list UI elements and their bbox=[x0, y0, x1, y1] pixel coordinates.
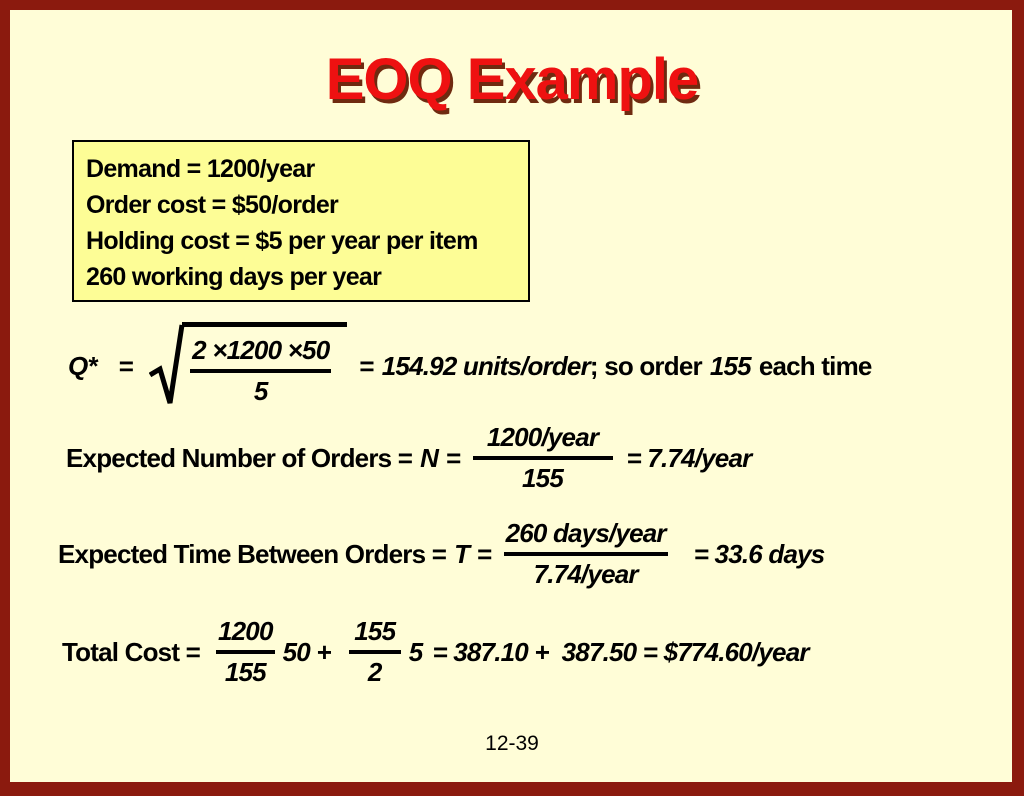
fraction-bar bbox=[190, 369, 332, 373]
sqrt-fraction-denominator: 5 bbox=[253, 376, 268, 406]
slide-title: EOQ Example bbox=[325, 47, 700, 112]
eoq-mid-text: ; so order bbox=[589, 350, 703, 381]
frac2-numerator: 155 bbox=[354, 616, 396, 646]
time-label: Expected Time Between Orders = bbox=[58, 538, 447, 569]
orders-fraction-denominator: 155 bbox=[522, 463, 564, 493]
total-cost-row: Total Cost = 1200 155 50 + 155 2 5 = 387… bbox=[62, 610, 809, 694]
orders-fraction: 1200/year 155 bbox=[472, 422, 613, 494]
eoq-formula-row: Q* = 2 ×1200 ×50 5 = 154.92 units/order … bbox=[68, 320, 872, 412]
order-cost-line: Order cost = $50/order bbox=[86, 191, 339, 219]
frac1-denominator: 155 bbox=[224, 657, 267, 687]
total-cost-fraction-2: 155 2 bbox=[348, 616, 401, 688]
fraction-bar bbox=[215, 650, 275, 654]
equals-sign: = bbox=[118, 350, 134, 381]
sqrt-expression: 2 ×1200 ×50 5 bbox=[149, 322, 348, 410]
orders-label: Expected Number of Orders = bbox=[66, 442, 413, 473]
working-days-line: 260 working days per year bbox=[86, 263, 382, 291]
radical-sign bbox=[149, 324, 185, 404]
sqrt-fraction-numerator: 2 ×1200 ×50 bbox=[192, 335, 330, 365]
page-number: 12-39 bbox=[485, 732, 539, 755]
fraction-bar bbox=[503, 552, 668, 556]
frac1-numerator: 1200 bbox=[217, 616, 273, 646]
demand-line: Demand = 1200/year bbox=[86, 155, 315, 183]
holding-cost-line: Holding cost = $5 per year per item bbox=[86, 227, 478, 255]
time-result: = 33.6 days bbox=[693, 538, 826, 569]
time-fraction-numerator: 260 days/year bbox=[505, 518, 667, 548]
problem-data-box: Demand = 1200/year Order cost = $50/orde… bbox=[72, 140, 530, 302]
t-symbol: T bbox=[454, 538, 470, 569]
orders-result: = 7.74/year bbox=[626, 442, 753, 473]
orders-formula-row: Expected Number of Orders = N = 1200/yea… bbox=[66, 420, 753, 496]
equals-sign: = bbox=[446, 442, 461, 473]
eoq-suffix-text: each time bbox=[758, 350, 873, 381]
orders-fraction-numerator: 1200/year bbox=[486, 422, 599, 452]
time-fraction-denominator: 7.74/year bbox=[533, 559, 639, 589]
n-symbol: N bbox=[420, 442, 439, 473]
time-fraction: 260 days/year 7.74/year bbox=[503, 518, 668, 590]
total-cost-mid-2: 5 bbox=[408, 636, 423, 667]
sqrt-content: 2 ×1200 ×50 5 bbox=[182, 322, 348, 410]
fraction-bar bbox=[472, 456, 613, 460]
eoq-result-value: 154.92 units/order bbox=[381, 350, 591, 381]
total-cost-fraction-1: 1200 155 bbox=[215, 616, 275, 688]
q-star-symbol: Q* bbox=[68, 350, 98, 381]
total-cost-label: Total Cost = bbox=[62, 636, 201, 667]
result-equals: = bbox=[359, 350, 374, 381]
total-cost-mid-1: 50 + bbox=[282, 636, 332, 667]
total-cost-result: = 387.10 + 387.50 = $774.60/year bbox=[432, 636, 809, 667]
sqrt-fraction: 2 ×1200 ×50 5 bbox=[190, 335, 332, 407]
frac2-denominator: 2 bbox=[367, 657, 382, 687]
equals-sign: = bbox=[477, 538, 492, 569]
order-quantity: 155 bbox=[709, 350, 752, 381]
time-formula-row: Expected Time Between Orders = T = 260 d… bbox=[58, 510, 826, 598]
fraction-bar bbox=[348, 650, 401, 654]
